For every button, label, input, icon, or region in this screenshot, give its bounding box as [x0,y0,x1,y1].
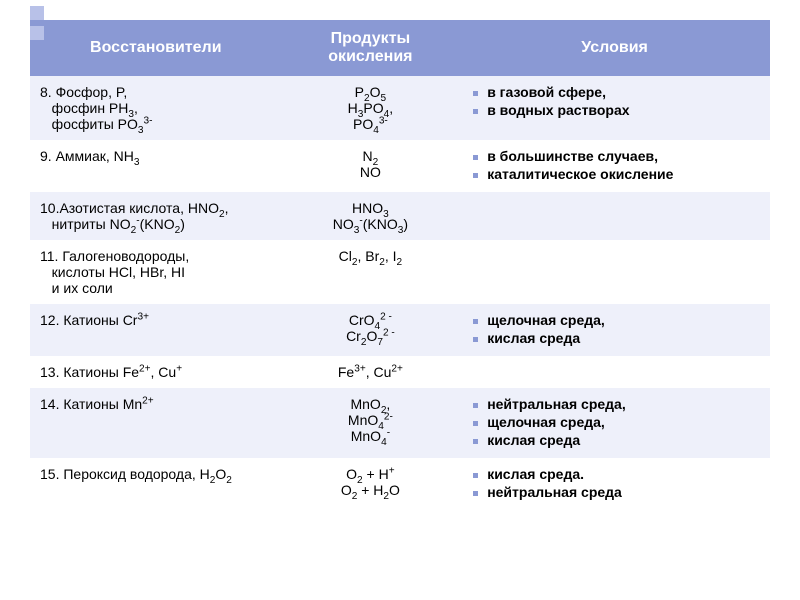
crumb-icon-2 [30,26,44,40]
cell-conditions: кислая среда. нейтральная среда [459,458,770,510]
cell-products: N2NO [282,140,460,192]
condition-item: нейтральная среда [473,484,760,500]
crumb-icon-1 [30,6,44,20]
th-reducers: Восстановители [30,20,282,76]
table-row: 8. Фосфор, P, фосфин PH3, фосфиты PO33-P… [30,76,770,140]
cell-conditions: нейтральная среда, щелочная среда, кислая … [459,388,770,458]
cell-products: O2 + H+O2 + H2O [282,458,460,510]
cell-products: P2O5H3PO4,PO43- [282,76,460,140]
cell-reducers: 15. Пероксид водорода, H2O2 [30,458,282,510]
condition-item: в водных растворах [473,102,760,118]
cell-conditions: в большинстве случаев, каталитическое оки… [459,140,770,192]
condition-item: нейтральная среда, [473,396,760,412]
condition-item: щелочная среда, [473,312,760,328]
condition-item: щелочная среда, [473,414,760,430]
condition-item: кислая среда. [473,466,760,482]
cell-products: CrO42 -Cr2O72 - [282,304,460,356]
cell-reducers: 9. Аммиак, NH3 [30,140,282,192]
cell-products: HNO3NO3-(KNO3) [282,192,460,240]
table-row: 12. Катионы Cr3+CrO42 -Cr2O72 - щелочная … [30,304,770,356]
th-products: Продукты окисления [282,20,460,76]
condition-item: кислая среда [473,330,760,346]
cell-reducers: 11. Галогеноводороды, кислоты HCl, HBr, … [30,240,282,304]
cell-conditions: в газовой сфере, в водных растворах [459,76,770,140]
condition-item: каталитическое окисление [473,166,760,182]
cell-reducers: 14. Катионы Mn2+ [30,388,282,458]
table-row: 9. Аммиак, NH3N2NO в большинстве случаев,… [30,140,770,192]
table-row: 10.Азотистая кислота, HNO2, нитриты NO2-… [30,192,770,240]
cell-products: Cl2, Br2, I2 [282,240,460,304]
conditions-list: в газовой сфере, в водных растворах [469,84,760,118]
table-row: 13. Катионы Fe2+, Cu+Fe3+, Cu2+ [30,356,770,388]
table-row: 11. Галогеноводороды, кислоты HCl, HBr, … [30,240,770,304]
table-row: 15. Пероксид водорода, H2O2O2 + H+O2 + H… [30,458,770,510]
cell-reducers: 13. Катионы Fe2+, Cu+ [30,356,282,388]
cell-reducers: 12. Катионы Cr3+ [30,304,282,356]
cell-conditions [459,356,770,388]
cell-conditions [459,240,770,304]
table-row: 14. Катионы Mn2+MnO2,MnO42-MnO4-нейтраль… [30,388,770,458]
conditions-list: щелочная среда, кислая среда [469,312,760,346]
condition-item: в газовой сфере, [473,84,760,100]
conditions-list: нейтральная среда, щелочная среда, кислая … [469,396,760,448]
cell-reducers: 8. Фосфор, P, фосфин PH3, фосфиты PO33- [30,76,282,140]
table-head: Восстановители Продукты окисления Услови… [30,20,770,76]
cell-products: Fe3+, Cu2+ [282,356,460,388]
condition-item: кислая среда [473,432,760,448]
oxidation-table: Восстановители Продукты окисления Услови… [30,20,770,510]
cell-conditions: щелочная среда, кислая среда [459,304,770,356]
cell-products: MnO2,MnO42-MnO4- [282,388,460,458]
condition-item: в большинстве случаев, [473,148,760,164]
cell-reducers: 10.Азотистая кислота, HNO2, нитриты NO2-… [30,192,282,240]
cell-conditions [459,192,770,240]
th-conditions: Условия [459,20,770,76]
table-body: 8. Фосфор, P, фосфин PH3, фосфиты PO33-P… [30,76,770,510]
conditions-list: кислая среда. нейтральная среда [469,466,760,500]
conditions-list: в большинстве случаев, каталитическое оки… [469,148,760,182]
